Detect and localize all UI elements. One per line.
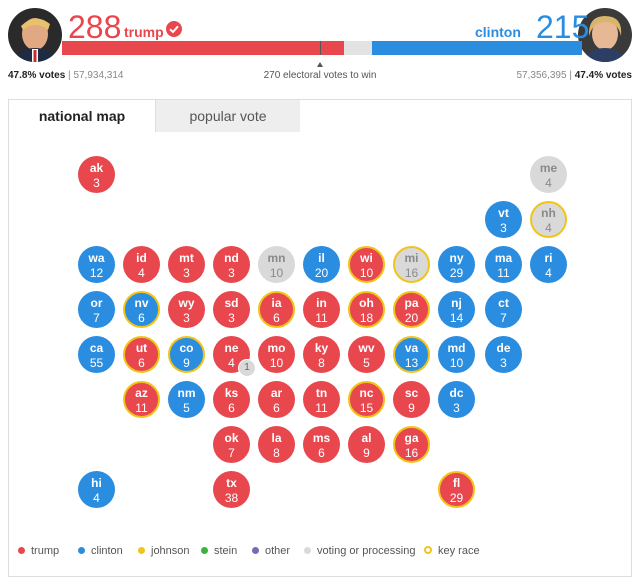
clinton-popular-votes: 57,356,395 | 47.4% votes xyxy=(516,70,633,81)
state-vt[interactable]: vt 3 xyxy=(485,201,522,238)
state-ms[interactable]: ms 6 xyxy=(303,426,340,463)
state-tx[interactable]: tx 38 xyxy=(213,471,250,508)
state-la[interactable]: la 8 xyxy=(258,426,295,463)
triangle-up-icon xyxy=(317,62,323,67)
state-mo[interactable]: mo 10 xyxy=(258,336,295,373)
state-sc[interactable]: sc 9 xyxy=(393,381,430,418)
state-ky[interactable]: ky 8 xyxy=(303,336,340,373)
state-co[interactable]: co 9 xyxy=(168,336,205,373)
state-sd[interactable]: sd 3 xyxy=(213,291,250,328)
legend-processing: voting or processing xyxy=(304,545,415,557)
tab-national-map[interactable]: national map xyxy=(9,100,156,132)
state-nv[interactable]: nv 6 xyxy=(123,291,160,328)
clinton-bar xyxy=(372,41,582,55)
johnson-dot-icon xyxy=(138,546,145,554)
state-fl[interactable]: fl 29 xyxy=(438,471,475,508)
state-ct[interactable]: ct 7 xyxy=(485,291,522,328)
state-ut[interactable]: ut 6 xyxy=(123,336,160,373)
state-va[interactable]: va 13 xyxy=(393,336,430,373)
tab-popular-vote[interactable]: popular vote xyxy=(156,100,300,132)
trump-bar xyxy=(62,41,344,55)
other-dot-icon xyxy=(252,546,259,554)
state-ny[interactable]: ny 29 xyxy=(438,246,475,283)
state-or[interactable]: or 7 xyxy=(78,291,115,328)
key-race-ring-icon xyxy=(424,546,432,555)
state-pa[interactable]: pa 20 xyxy=(393,291,430,328)
threshold-marker xyxy=(320,41,321,55)
trump-name: trump xyxy=(124,24,164,40)
legend-clinton: clinton xyxy=(78,545,123,557)
state-wi[interactable]: wi 10 xyxy=(348,246,385,283)
state-az[interactable]: az 11 xyxy=(123,381,160,418)
state-mt[interactable]: mt 3 xyxy=(168,246,205,283)
legend-stein: stein xyxy=(201,545,237,557)
state-ga[interactable]: ga 16 xyxy=(393,426,430,463)
state-nc[interactable]: nc 15 xyxy=(348,381,385,418)
trump-popular-votes: 47.8% votes | 57,934,314 xyxy=(8,70,124,81)
state-mi[interactable]: mi 16 xyxy=(393,246,430,283)
state-ma[interactable]: ma 11 xyxy=(485,246,522,283)
state-ri[interactable]: ri 4 xyxy=(530,246,567,283)
clinton-name: clinton xyxy=(475,24,521,40)
trump-dot-icon xyxy=(18,546,25,554)
state-wy[interactable]: wy 3 xyxy=(168,291,205,328)
state-nm[interactable]: nm 5 xyxy=(168,381,205,418)
trump-electoral-count: 288 xyxy=(68,9,122,45)
trump-avatar xyxy=(8,8,62,62)
state-id[interactable]: id 4 xyxy=(123,246,160,283)
legend-key-race: key race xyxy=(424,545,480,557)
state-ia[interactable]: ia 6 xyxy=(258,291,295,328)
state-ks[interactable]: ks 6 xyxy=(213,381,250,418)
state-ca[interactable]: ca 55 xyxy=(78,336,115,373)
state-hi[interactable]: hi 4 xyxy=(78,471,115,508)
state-nh[interactable]: nh 4 xyxy=(530,201,567,238)
ne-district-badge[interactable]: 1 xyxy=(238,359,256,377)
electoral-threshold-note: 270 electoral votes to win xyxy=(263,70,377,81)
state-in[interactable]: in 11 xyxy=(303,291,340,328)
state-nd[interactable]: nd 3 xyxy=(213,246,250,283)
state-al[interactable]: al 9 xyxy=(348,426,385,463)
clinton-dot-icon xyxy=(78,546,85,554)
state-tn[interactable]: tn 11 xyxy=(303,381,340,418)
stein-dot-icon xyxy=(201,546,208,554)
state-nj[interactable]: nj 14 xyxy=(438,291,475,328)
state-dc[interactable]: dc 3 xyxy=(438,381,475,418)
state-de[interactable]: de 3 xyxy=(485,336,522,373)
legend-johnson: johnson xyxy=(138,545,190,557)
state-ak[interactable]: ak 3 xyxy=(78,156,115,193)
processing-dot-icon xyxy=(304,546,311,554)
state-md[interactable]: md 10 xyxy=(438,336,475,373)
clinton-avatar xyxy=(578,8,632,62)
state-wv[interactable]: wv 5 xyxy=(348,336,385,373)
clinton-electoral-count: 215 xyxy=(536,9,590,45)
remaining-bar xyxy=(344,41,372,55)
state-oh[interactable]: oh 18 xyxy=(348,291,385,328)
state-il[interactable]: il 20 xyxy=(303,246,340,283)
state-me[interactable]: me 4 xyxy=(530,156,567,193)
state-mn[interactable]: mn 10 xyxy=(258,246,295,283)
state-ar[interactable]: ar 6 xyxy=(258,381,295,418)
check-icon xyxy=(166,21,182,37)
legend-trump: trump xyxy=(18,545,59,557)
legend-other: other xyxy=(252,545,290,557)
state-wa[interactable]: wa 12 xyxy=(78,246,115,283)
state-ok[interactable]: ok 7 xyxy=(213,426,250,463)
